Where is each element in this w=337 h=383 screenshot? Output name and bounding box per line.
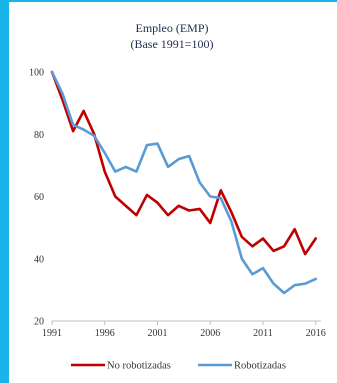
series-line-robotizadas [50, 70, 318, 295]
series-line-no-robotizadas [50, 70, 318, 256]
y-tick-label: 40 [34, 254, 44, 265]
legend-label: Robotizadas [234, 361, 286, 372]
x-tick-label: 2011 [253, 328, 273, 339]
line-chart: Empleo (EMP) (Base 1991=100) 20 40 60 80 100… [29, 21, 326, 372]
chart-title: Empleo (EMP) [136, 21, 209, 35]
legend-label: No robotizadas [107, 361, 171, 372]
y-tick-label: 100 [29, 68, 44, 79]
chart-subtitle: (Base 1991=100) [130, 37, 213, 51]
y-tick-label: 60 [34, 192, 44, 203]
x-tick-label: 2001 [147, 328, 167, 339]
x-tick-label: 1996 [95, 328, 115, 339]
legend: No robotizadas Robotizadas [71, 361, 286, 372]
x-tick-label: 1991 [42, 328, 62, 339]
plot-area [50, 70, 318, 295]
chart-panel: Empleo (EMP) (Base 1991=100) 20 40 60 80 100… [9, 2, 337, 383]
axes: 20 40 60 80 100 1991 1996 2001 2006 2011 2016 [29, 68, 326, 340]
y-tick-label: 80 [34, 130, 44, 141]
x-tick-label: 2016 [306, 328, 326, 339]
y-tick-label: 20 [34, 317, 44, 328]
x-tick-label: 2006 [200, 328, 220, 339]
